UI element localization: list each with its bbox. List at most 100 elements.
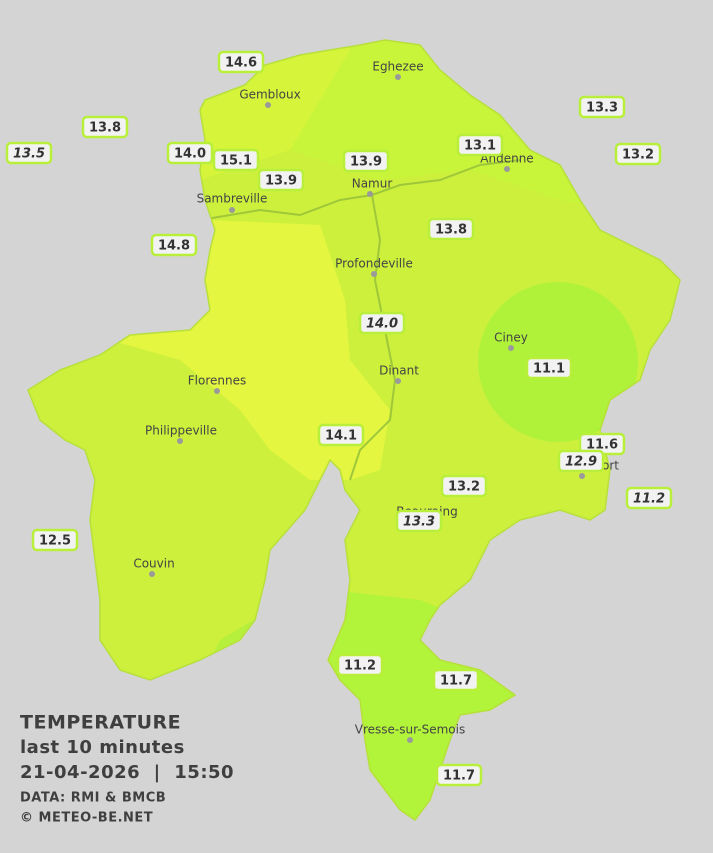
town-label: Profondeville <box>335 257 413 271</box>
town-label: Sambreville <box>197 192 268 206</box>
station: 11.1 <box>525 356 573 380</box>
station: 11.2 <box>336 653 384 677</box>
station-box <box>31 528 79 552</box>
station-box <box>81 115 129 139</box>
station-value: 11.1 <box>533 362 565 377</box>
station: 13.1 <box>456 133 504 157</box>
station-value: 12.9 <box>565 455 597 470</box>
town-dot <box>177 438 183 444</box>
town-label: Dinant <box>379 364 419 378</box>
station-box <box>578 95 626 119</box>
station-value: 14.0 <box>366 317 398 332</box>
station-box <box>150 233 198 257</box>
station: 13.5 <box>5 141 53 165</box>
station-box <box>525 356 573 380</box>
station: 13.8 <box>427 217 475 241</box>
station: 13.3 <box>395 509 443 533</box>
station-value: 11.7 <box>440 674 472 689</box>
station-box <box>336 653 384 677</box>
station: 14.1 <box>317 423 365 447</box>
station-box <box>5 141 53 165</box>
station: 11.2 <box>625 486 673 510</box>
station: 15.1 <box>212 148 260 172</box>
station: 12.9 <box>557 449 605 473</box>
station-box <box>614 142 662 166</box>
town-label: Gembloux <box>239 88 300 102</box>
town-dot <box>149 571 155 577</box>
station-value: 13.2 <box>622 148 654 163</box>
station-box <box>395 509 443 533</box>
town-dot <box>579 473 585 479</box>
town-label: Couvin <box>133 557 174 571</box>
station: 11.7 <box>435 763 483 787</box>
station-box <box>427 217 475 241</box>
legend-datetime: 21-04-2026 | 15:50 <box>20 762 234 783</box>
station: 14.0 <box>358 311 406 335</box>
station-value: 11.2 <box>633 492 665 507</box>
station-value: 12.5 <box>39 534 71 549</box>
station-box <box>217 50 265 74</box>
station-value: 13.8 <box>89 121 121 136</box>
station-box <box>342 149 390 173</box>
station-value: 13.8 <box>435 223 467 238</box>
station-value: 15.1 <box>220 154 252 169</box>
station: 11.7 <box>432 668 480 692</box>
town-dot <box>504 166 510 172</box>
station: 13.3 <box>578 95 626 119</box>
station-value: 13.2 <box>448 480 480 495</box>
town-dot <box>395 378 401 384</box>
station-value: 11.7 <box>443 769 475 784</box>
station-value: 11.6 <box>586 438 618 453</box>
station-box <box>557 449 605 473</box>
legend-subtitle: last 10 minutes <box>20 737 185 758</box>
station-value: 13.3 <box>403 515 435 530</box>
station: 13.8 <box>81 115 129 139</box>
town-dot <box>367 191 373 197</box>
town-label: Florennes <box>188 374 246 388</box>
town-dot <box>395 74 401 80</box>
station-box <box>358 311 406 335</box>
station-value: 13.9 <box>350 155 382 170</box>
town-dot <box>229 207 235 213</box>
station-box <box>625 486 673 510</box>
station: 13.2 <box>440 474 488 498</box>
station-value: 14.1 <box>325 429 357 444</box>
station-value: 11.2 <box>344 659 376 674</box>
station: 13.9 <box>257 168 305 192</box>
town-label: Philippeville <box>145 424 217 438</box>
town-label: Ciney <box>494 331 528 345</box>
legend-copyright: © METEO-BE.NET <box>20 811 153 826</box>
station-box <box>440 474 488 498</box>
station-box <box>212 148 260 172</box>
town-dot <box>214 388 220 394</box>
legend-source: DATA: RMI & BMCB <box>20 791 166 806</box>
station-value: 13.9 <box>265 174 297 189</box>
station-box <box>166 141 214 165</box>
station: 14.6 <box>217 50 265 74</box>
station-box <box>257 168 305 192</box>
station: 14.0 <box>166 141 214 165</box>
station-box <box>456 133 504 157</box>
station-value: 14.8 <box>158 239 190 254</box>
station: 13.9 <box>342 149 390 173</box>
town-dot <box>371 271 377 277</box>
station-value: 13.1 <box>464 139 496 154</box>
town-dot <box>508 345 514 351</box>
station-box <box>317 423 365 447</box>
station-value: 13.3 <box>586 101 618 116</box>
legend-title: TEMPERATURE <box>20 712 181 734</box>
station: 14.8 <box>150 233 198 257</box>
town-label: Vresse-sur-Semois <box>355 723 465 737</box>
station-box <box>435 763 483 787</box>
town-dot <box>265 102 271 108</box>
station-value: 14.0 <box>174 147 206 162</box>
station: 12.5 <box>31 528 79 552</box>
station: 11.6 <box>578 432 626 456</box>
station-box <box>432 668 480 692</box>
station: 13.2 <box>614 142 662 166</box>
town-label: Namur <box>352 177 393 191</box>
town-label: Eghezee <box>372 60 423 74</box>
station-value: 14.6 <box>225 56 257 71</box>
station-value: 13.5 <box>13 147 45 162</box>
